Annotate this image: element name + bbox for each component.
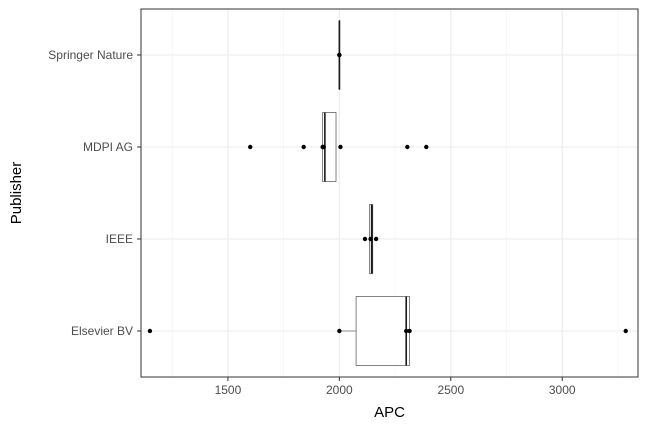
data-point [301,144,306,150]
data-point [362,236,368,242]
data-point [407,328,412,334]
y-tick-label: Elsevier BV [71,324,133,338]
data-point [338,144,343,150]
grid [141,9,638,377]
box-body [355,296,410,366]
data-points [147,52,628,334]
data-point [337,52,342,58]
data-point [623,328,628,334]
data-point [147,328,153,334]
data-point [424,144,429,150]
x-axis: 1500 2000 2500 3000 [215,377,576,397]
data-point [248,144,253,150]
data-point [404,328,409,334]
x-tick-label: 2000 [326,383,353,397]
y-axis-title: Publisher [8,162,25,225]
data-point [337,328,342,334]
x-tick-label: 1500 [215,383,242,397]
data-point [373,236,379,242]
y-axis: Springer Nature MDPI AG IEEE Elsevier BV [48,48,141,338]
data-point [368,236,373,242]
x-axis-title: APC [374,404,405,421]
data-point [321,144,326,150]
x-tick-label: 2500 [437,383,464,397]
plot-border [140,8,639,378]
data-point [405,144,410,150]
y-tick-label: MDPI AG [83,140,133,154]
y-tick-label: IEEE [106,232,133,246]
y-tick-label: Springer Nature [48,48,133,62]
x-tick-label: 3000 [549,383,576,397]
